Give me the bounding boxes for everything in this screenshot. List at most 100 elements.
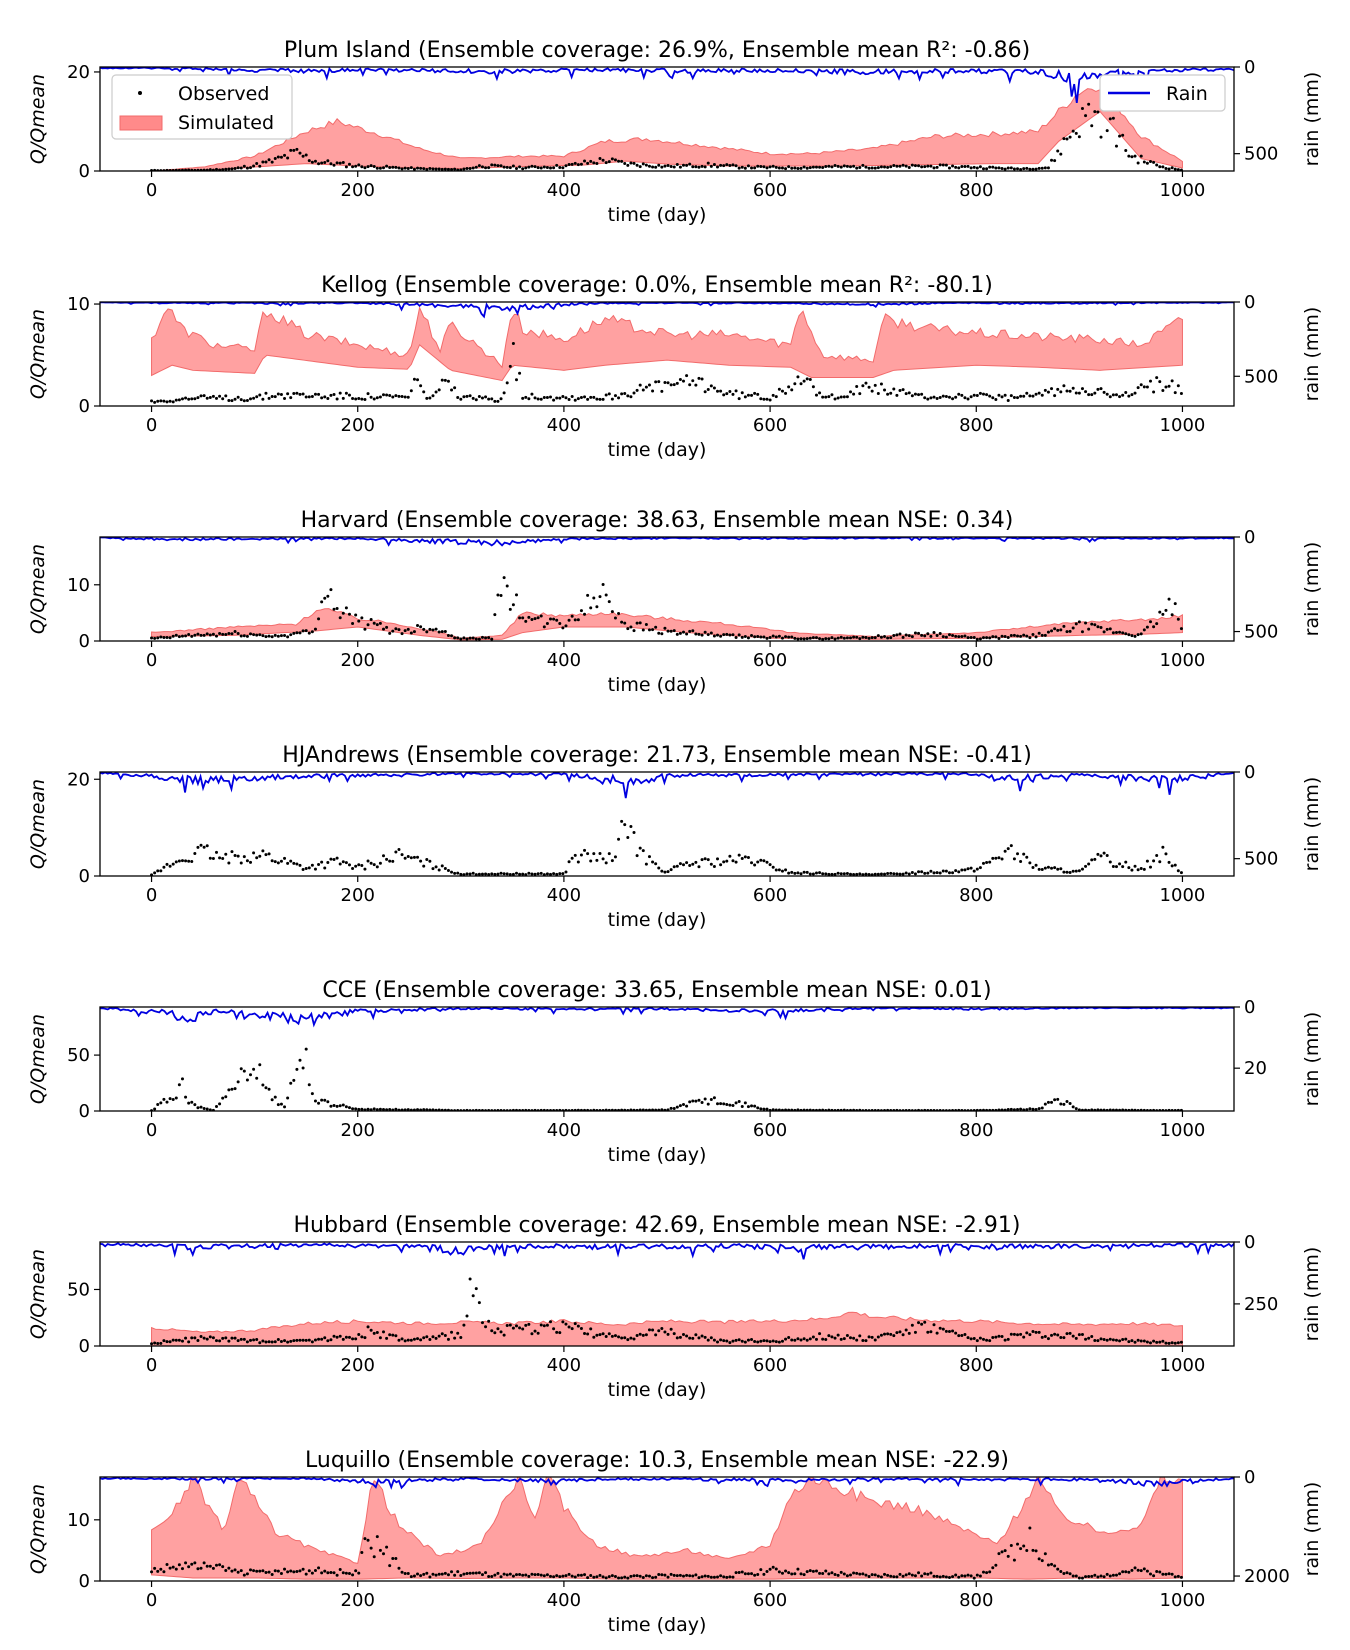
legend-simulated-swatch (119, 115, 163, 131)
observed-point (332, 163, 336, 167)
observed-point (230, 1336, 234, 1340)
observed-point (335, 856, 339, 860)
observed-point (595, 162, 599, 166)
observed-point (938, 1575, 942, 1579)
observed-point (666, 1575, 670, 1579)
observed-point (712, 634, 716, 638)
observed-point (347, 393, 351, 397)
observed-point (239, 634, 243, 638)
y2-tick-label: 20 (1244, 1058, 1267, 1079)
observed-point (369, 1328, 373, 1332)
observed-point (561, 1574, 565, 1578)
observed-point (403, 629, 407, 633)
observed-point (307, 1569, 311, 1573)
observed-point (552, 166, 556, 170)
observed-point (876, 166, 880, 170)
observed-point (796, 167, 800, 171)
observed-point (876, 634, 880, 638)
observed-point (883, 1332, 887, 1336)
observed-point (969, 166, 973, 170)
observed-point (861, 163, 865, 167)
observed-point (174, 1567, 178, 1571)
observed-point (941, 869, 945, 873)
observed-point (378, 621, 382, 625)
observed-point (283, 1567, 287, 1571)
observed-point (1096, 387, 1100, 391)
observed-point (654, 862, 658, 866)
observed-point (205, 632, 209, 636)
observed-point (400, 1337, 404, 1341)
observed-point (827, 1334, 831, 1338)
observed-point (589, 1573, 593, 1577)
observed-point (722, 860, 726, 864)
observed-point (174, 1096, 178, 1100)
observed-point (150, 1570, 154, 1574)
observed-point (1096, 625, 1100, 629)
observed-point (218, 1339, 222, 1343)
observed-point (428, 1575, 432, 1579)
observed-point (861, 873, 865, 876)
observed-point (743, 395, 747, 399)
observed-point (208, 1108, 212, 1111)
observed-point (951, 1329, 955, 1333)
legend-right: Rain (1099, 74, 1226, 112)
observed-points (150, 576, 1183, 641)
observed-point (638, 1574, 642, 1578)
observed-point (910, 394, 914, 398)
observed-point (545, 622, 549, 626)
observed-point (839, 395, 843, 399)
observed-point (623, 162, 627, 166)
observed-point (1068, 629, 1072, 633)
observed-point (366, 1538, 370, 1542)
observed-point (428, 627, 432, 631)
observed-point (836, 871, 840, 875)
observed-point (422, 864, 426, 868)
observed-point (827, 637, 831, 641)
observed-point (737, 397, 741, 401)
observed-point (1037, 1330, 1041, 1334)
observed-point (174, 398, 178, 402)
observed-point (879, 165, 883, 169)
observed-point (567, 860, 571, 864)
observed-point (672, 383, 676, 387)
observed-point (722, 1575, 726, 1579)
observed-point (737, 166, 741, 170)
observed-point (459, 637, 463, 641)
x-tick-label: 1000 (1160, 885, 1206, 906)
observed-point (1025, 1548, 1029, 1552)
observed-point (354, 1569, 358, 1573)
observed-point (988, 1570, 992, 1574)
observed-point (465, 167, 469, 171)
observed-point (289, 148, 293, 152)
observed-point (957, 1575, 961, 1579)
observed-point (613, 1334, 617, 1338)
observed-point (1046, 390, 1050, 394)
observed-point (613, 1574, 617, 1578)
observed-point (675, 1336, 679, 1340)
observed-point (913, 631, 917, 635)
observed-point (1043, 1102, 1047, 1106)
observed-point (960, 1334, 964, 1338)
observed-point (545, 1573, 549, 1577)
observed-point (530, 164, 534, 168)
observed-point (174, 1338, 178, 1342)
observed-point (777, 868, 781, 872)
observed-point (385, 1108, 389, 1111)
observed-point (895, 164, 899, 168)
observed-point (620, 1336, 624, 1340)
observed-point (236, 632, 240, 636)
observed-point (1111, 865, 1115, 869)
observed-point (688, 629, 692, 633)
observed-point (388, 393, 392, 397)
observed-point (647, 383, 651, 387)
observed-point (920, 165, 924, 169)
observed-point (589, 1327, 593, 1331)
observed-point (870, 166, 874, 170)
observed-point (273, 1340, 277, 1344)
observed-point (258, 633, 262, 637)
observed-point (1118, 630, 1122, 634)
observed-point (1130, 868, 1134, 872)
observed-point (576, 1324, 580, 1328)
observed-point (187, 633, 191, 637)
